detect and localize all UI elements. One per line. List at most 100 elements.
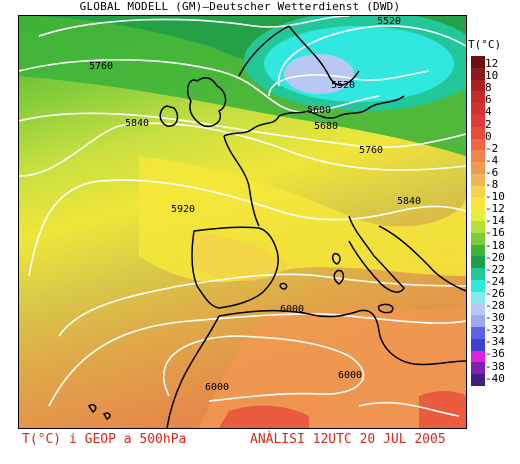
legend-swatch [471, 197, 485, 210]
coast-north-africa [218, 309, 466, 366]
coast-balkans [378, 225, 466, 292]
legend-swatch [471, 268, 485, 281]
legend-tick-label: -2 [485, 141, 499, 155]
legend-tick-label: -12 [485, 202, 505, 216]
coast-france-west [223, 135, 260, 227]
legend-tick-label: 2 [485, 117, 492, 131]
coast-canary-islands [87, 403, 97, 414]
legend-swatch [471, 103, 485, 116]
legend-tick-label: -28 [485, 299, 505, 312]
legend-tick-label: -16 [485, 226, 505, 240]
contour-label: 5840 [125, 118, 149, 129]
legend-tick-label: -22 [485, 262, 505, 276]
iberia-warm [189, 231, 289, 281]
legend-unit: T(°C) [468, 38, 502, 51]
contour-line [19, 122, 466, 177]
hottest-region [219, 405, 309, 428]
legend-swatch [471, 374, 485, 387]
contour-label: 6000 [280, 304, 304, 315]
legend-tick-label: -38 [485, 359, 505, 373]
legend-tick-label: -18 [485, 238, 505, 252]
legend-swatch [471, 221, 485, 234]
map-title: GLOBAL MODELL (GM)—Deutscher Wetterdiens… [79, 0, 401, 13]
contour-labels: 5520 5520 5600 5680 5760 5760 5840 5840 … [89, 16, 421, 393]
legend-swatch [471, 126, 485, 139]
legend-swatch [471, 362, 485, 375]
legend-swatch [471, 56, 485, 69]
legend-swatch [471, 338, 485, 352]
legend-swatch [471, 114, 485, 128]
field-description: T(°C) i GEOP a 500hPa [22, 432, 187, 447]
coast-west-africa [166, 315, 220, 428]
legend-swatch [471, 279, 485, 293]
legend-swatch [471, 91, 485, 104]
coast-scandinavia [238, 25, 360, 86]
legend-tick-label: 8 [485, 81, 492, 95]
coast-ireland [159, 105, 179, 127]
legend-swatch [471, 79, 485, 92]
legend-swatch [471, 244, 485, 257]
legend-tick-label: 0 [485, 129, 492, 143]
legend-tick-label: 6 [485, 93, 492, 107]
coastlines [87, 25, 466, 428]
legend-tick-label: -20 [485, 250, 505, 264]
legend-tick-label: -40 [485, 371, 505, 385]
legend-swatch [471, 350, 485, 363]
legend-tick-label: -24 [485, 274, 505, 288]
hot-region [199, 306, 466, 428]
legend-swatch [471, 209, 485, 222]
coast-canary-islands [102, 412, 111, 420]
legend-tick-label: -14 [485, 214, 505, 228]
coast-iberia [191, 226, 279, 309]
contour-label: 5760 [359, 145, 383, 156]
legend-swatch [471, 150, 485, 163]
legend-swatch [471, 162, 485, 175]
coast-balearics [279, 282, 288, 290]
contour-label: 5600 [307, 105, 331, 116]
color-legend [471, 56, 485, 387]
contour-label: 5920 [171, 204, 195, 215]
contour-line [19, 112, 466, 149]
contour-label: 6000 [338, 370, 362, 381]
legend-tick-label: -6 [485, 165, 499, 179]
legend-swatch [471, 185, 485, 198]
contour-line [268, 70, 430, 97]
legend-tick-label: -10 [485, 190, 505, 204]
contour-label: 5760 [89, 61, 113, 72]
contour-line [277, 25, 466, 87]
legend-tick-label: 12 [485, 57, 499, 70]
legend-tick-label: -30 [485, 311, 505, 325]
contour-line [48, 313, 466, 407]
contour-line [358, 401, 460, 417]
legend-swatch [471, 291, 485, 304]
contour-line [58, 273, 466, 337]
contour-line [19, 59, 380, 113]
coast-north-sea [223, 95, 405, 137]
contour-label: 5680 [314, 121, 338, 132]
legend-swatch [471, 67, 485, 81]
legend-swatch [471, 138, 485, 151]
legend-swatch [471, 303, 485, 316]
contour-line [162, 335, 365, 402]
legend-swatch [471, 232, 485, 246]
analysis-time: ANÀLISI 12UTC 20 JUL 2005 [250, 432, 446, 447]
legend-tick-label: -36 [485, 347, 505, 361]
hot-region-east [419, 391, 466, 428]
coast-britain [186, 76, 227, 128]
legend-tick-label: 10 [485, 69, 499, 83]
contour-line [38, 16, 350, 37]
map-canvas: 5520 5520 5600 5680 5760 5760 5840 5840 … [19, 16, 466, 428]
legend-tick-label: -34 [485, 335, 505, 349]
contour-label: 5520 [377, 16, 401, 27]
legend-swatch [471, 256, 485, 269]
legend-tick-label: 4 [485, 105, 492, 119]
coast-italy [348, 215, 405, 293]
map-panel: 5520 5520 5600 5680 5760 5760 5840 5840 … [18, 15, 467, 429]
contour-label: 6000 [205, 382, 229, 393]
contour-label: 5520 [331, 80, 355, 91]
legend-swatch [471, 327, 485, 340]
contour-line [28, 179, 466, 277]
coast-corsica [332, 252, 341, 265]
legend-swatch [471, 315, 485, 328]
